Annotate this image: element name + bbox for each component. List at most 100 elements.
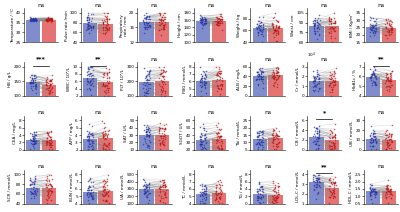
Point bbox=[86, 67, 92, 71]
Point bbox=[48, 184, 54, 188]
Point bbox=[254, 190, 260, 194]
Point bbox=[198, 80, 205, 84]
Point bbox=[103, 91, 109, 95]
Bar bbox=[382, 140, 396, 150]
Point bbox=[146, 146, 152, 149]
Point bbox=[45, 88, 51, 91]
Point bbox=[27, 81, 34, 85]
Point bbox=[161, 143, 168, 146]
Point bbox=[160, 14, 166, 17]
Point bbox=[100, 189, 106, 193]
Bar bbox=[155, 81, 170, 96]
Point bbox=[275, 185, 281, 188]
Point bbox=[162, 70, 169, 73]
Point bbox=[105, 22, 111, 26]
Point bbox=[386, 24, 393, 27]
Point bbox=[388, 133, 394, 136]
Point bbox=[157, 191, 164, 194]
Point bbox=[200, 202, 206, 205]
Point bbox=[272, 81, 278, 84]
Point bbox=[143, 15, 149, 18]
Point bbox=[216, 202, 222, 205]
Point bbox=[45, 141, 52, 144]
Point bbox=[368, 189, 374, 192]
Point bbox=[142, 91, 149, 95]
Point bbox=[329, 72, 336, 75]
Point bbox=[30, 139, 36, 143]
Point bbox=[270, 72, 277, 75]
Bar bbox=[366, 191, 380, 204]
Point bbox=[202, 17, 208, 20]
Point bbox=[274, 65, 280, 69]
Point bbox=[29, 84, 36, 87]
Bar bbox=[26, 139, 40, 150]
Point bbox=[332, 134, 338, 137]
Text: ns: ns bbox=[377, 164, 384, 169]
Point bbox=[162, 82, 168, 86]
Point bbox=[201, 127, 207, 130]
Point bbox=[144, 85, 151, 88]
Point bbox=[254, 197, 260, 200]
Point bbox=[48, 17, 54, 20]
Point bbox=[332, 29, 338, 32]
Point bbox=[271, 198, 278, 201]
Point bbox=[255, 134, 261, 137]
Point bbox=[313, 179, 320, 182]
Point bbox=[106, 79, 112, 82]
Point bbox=[100, 132, 107, 135]
Point bbox=[27, 18, 33, 21]
Point bbox=[102, 90, 108, 93]
Point bbox=[45, 191, 51, 195]
Point bbox=[386, 23, 392, 26]
Point bbox=[388, 80, 394, 83]
Point bbox=[144, 24, 150, 27]
Point bbox=[327, 71, 334, 74]
Point bbox=[326, 135, 332, 138]
Point bbox=[311, 24, 317, 28]
Point bbox=[31, 189, 38, 193]
Point bbox=[368, 27, 374, 31]
Point bbox=[382, 193, 389, 197]
Point bbox=[213, 186, 220, 189]
Point bbox=[370, 71, 376, 75]
Point bbox=[48, 184, 55, 187]
Point bbox=[272, 183, 278, 186]
Point bbox=[141, 140, 148, 143]
Point bbox=[254, 145, 261, 149]
Point bbox=[100, 134, 106, 137]
Point bbox=[197, 183, 203, 187]
Point bbox=[142, 190, 148, 193]
Point bbox=[158, 17, 165, 20]
Point bbox=[315, 136, 321, 139]
Point bbox=[30, 17, 37, 20]
Point bbox=[331, 79, 337, 82]
Point bbox=[218, 135, 224, 138]
Point bbox=[314, 183, 320, 187]
Y-axis label: UA / mmol/L: UA / mmol/L bbox=[121, 174, 125, 199]
Point bbox=[315, 146, 321, 149]
Point bbox=[370, 188, 376, 192]
Point bbox=[34, 189, 40, 192]
Point bbox=[216, 70, 222, 73]
Point bbox=[147, 70, 153, 73]
Point bbox=[388, 79, 394, 83]
Point bbox=[316, 137, 322, 140]
Point bbox=[313, 126, 319, 130]
Point bbox=[199, 84, 206, 87]
Point bbox=[156, 28, 162, 32]
Point bbox=[162, 183, 168, 186]
Point bbox=[383, 188, 390, 192]
Point bbox=[31, 181, 37, 184]
Point bbox=[45, 91, 52, 95]
Point bbox=[272, 31, 279, 35]
Point bbox=[275, 67, 281, 71]
Point bbox=[27, 81, 34, 84]
Point bbox=[270, 127, 276, 131]
Point bbox=[328, 31, 334, 34]
Point bbox=[48, 189, 54, 192]
Point bbox=[29, 182, 35, 186]
Point bbox=[201, 137, 207, 140]
Point bbox=[386, 190, 392, 193]
Point bbox=[270, 195, 276, 199]
Point bbox=[198, 15, 205, 19]
